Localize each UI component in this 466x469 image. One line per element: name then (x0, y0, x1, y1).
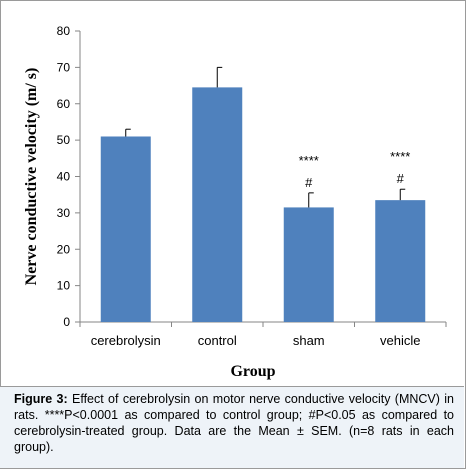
x-axis-title: Group (230, 363, 275, 380)
figure-caption: Figure 3: Effect of cerebrolysin on moto… (14, 391, 454, 455)
y-tick-label: 10 (57, 279, 71, 293)
y-tick-label: 80 (57, 24, 71, 38)
x-category-label: cerebrolysin (91, 333, 161, 348)
y-tick-label: 60 (57, 97, 71, 111)
x-category-label: vehicle (380, 333, 420, 348)
significance-marker-sham: **** (299, 153, 319, 168)
bar-chart: 0 10 20 30 40 50 60 70 80 cerebrolysin control sham… (23, 24, 447, 380)
caption-text: Effect of cerebrolysin on motor nerve co… (14, 392, 454, 454)
y-tick-label: 40 (57, 170, 71, 184)
y-tick-label: 70 (57, 60, 71, 74)
bar-control (192, 87, 243, 322)
bar-vehicle (375, 200, 426, 322)
significance-marker-vehicle: # (397, 171, 405, 186)
y-tick-label: 50 (57, 133, 71, 147)
x-category-label: control (198, 333, 237, 348)
caption-label: Figure 3: (14, 392, 68, 406)
significance-marker-vehicle: **** (390, 149, 410, 164)
y-axis-title: Nerve conductive velocity (m/ s) (23, 68, 40, 286)
x-category-label: sham (293, 333, 325, 348)
y-tick-label: 20 (57, 242, 71, 256)
y-tick-label: 0 (63, 315, 70, 329)
significance-marker-sham: # (305, 175, 313, 190)
y-tick-label: 30 (57, 206, 71, 220)
caption-background (0, 386, 464, 468)
bar-cerebrolysin (100, 136, 151, 322)
bar-sham (283, 207, 334, 322)
